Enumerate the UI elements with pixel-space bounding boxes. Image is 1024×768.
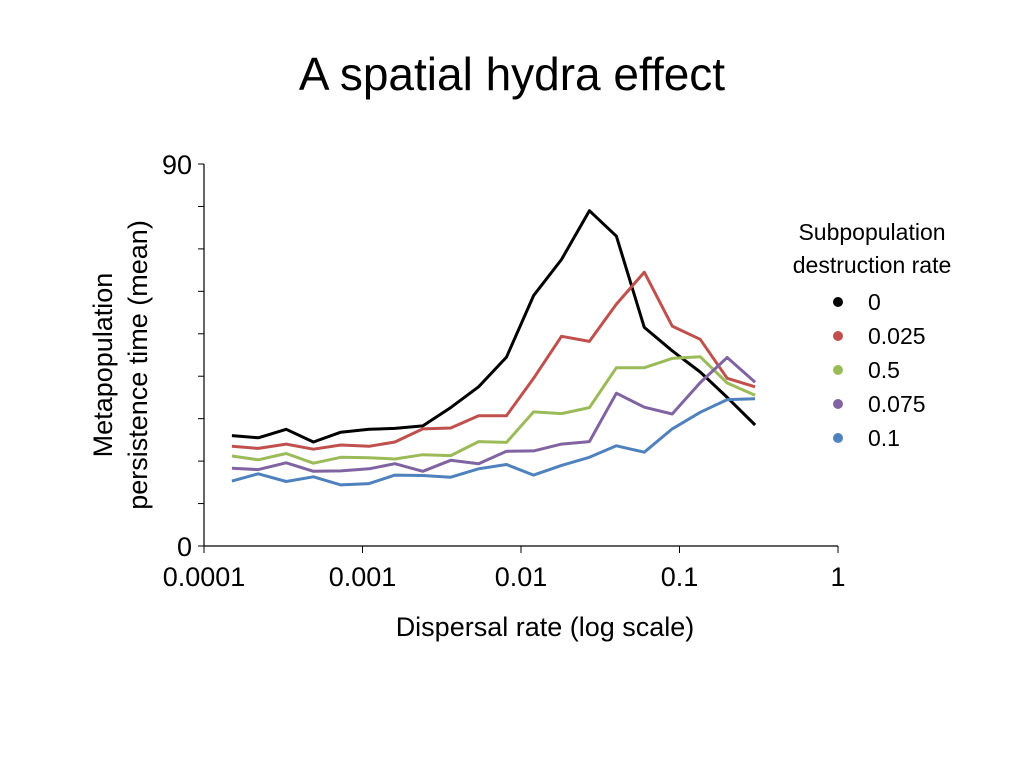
legend-label-0-5: 0.5 — [868, 357, 900, 383]
series-line-0 — [231, 209, 757, 444]
legend-marker-0-025 — [833, 331, 843, 341]
chart-title: A spatial hydra effect — [298, 48, 726, 100]
x-axis-title-group: Dispersal rate (log scale) — [396, 612, 695, 642]
y-tick-label: 90 — [162, 150, 192, 180]
x-tick-label: 0.01 — [495, 562, 548, 592]
legend-marker-0-075 — [833, 399, 843, 409]
legend: Subpopulation destruction rate 0 0.025 0.5… — [793, 219, 952, 451]
x-tick-label: 0.1 — [661, 562, 699, 592]
series-line-0-075 — [231, 356, 757, 473]
legend-marker-0 — [833, 297, 843, 307]
y-axis-title-group: Metapopulation persistence time (mean) — [88, 220, 153, 510]
series-line-0-025 — [231, 270, 756, 451]
x-axis-title: Dispersal rate (log scale) — [396, 612, 695, 642]
legend-label-0-025: 0.025 — [868, 323, 926, 349]
series-line-0-5 — [231, 355, 756, 465]
y-axis-title-line-1: Metapopulation — [88, 273, 118, 458]
x-tick-label: 0.0001 — [163, 562, 246, 592]
legend-label-0-075: 0.075 — [868, 391, 926, 417]
y-axis-title-line-2: persistence time (mean) — [123, 220, 153, 510]
legend-title-line-2: destruction rate — [793, 252, 952, 278]
legend-label-0: 0 — [868, 289, 881, 315]
y-tick-label: 0 — [177, 532, 192, 562]
legend-marker-0-5 — [833, 365, 843, 375]
axes: 0 90 0.0001 0.001 0.01 0.1 1 — [162, 150, 846, 592]
legend-title-line-1: Subpopulation — [798, 219, 945, 245]
legend-label-0-1: 0.1 — [868, 425, 900, 451]
x-tick-label: 0.001 — [329, 562, 397, 592]
series-lines — [231, 209, 757, 487]
x-tick-label: 1 — [830, 562, 845, 592]
series-line-0-1 — [231, 397, 756, 487]
legend-marker-0-1 — [833, 433, 843, 443]
